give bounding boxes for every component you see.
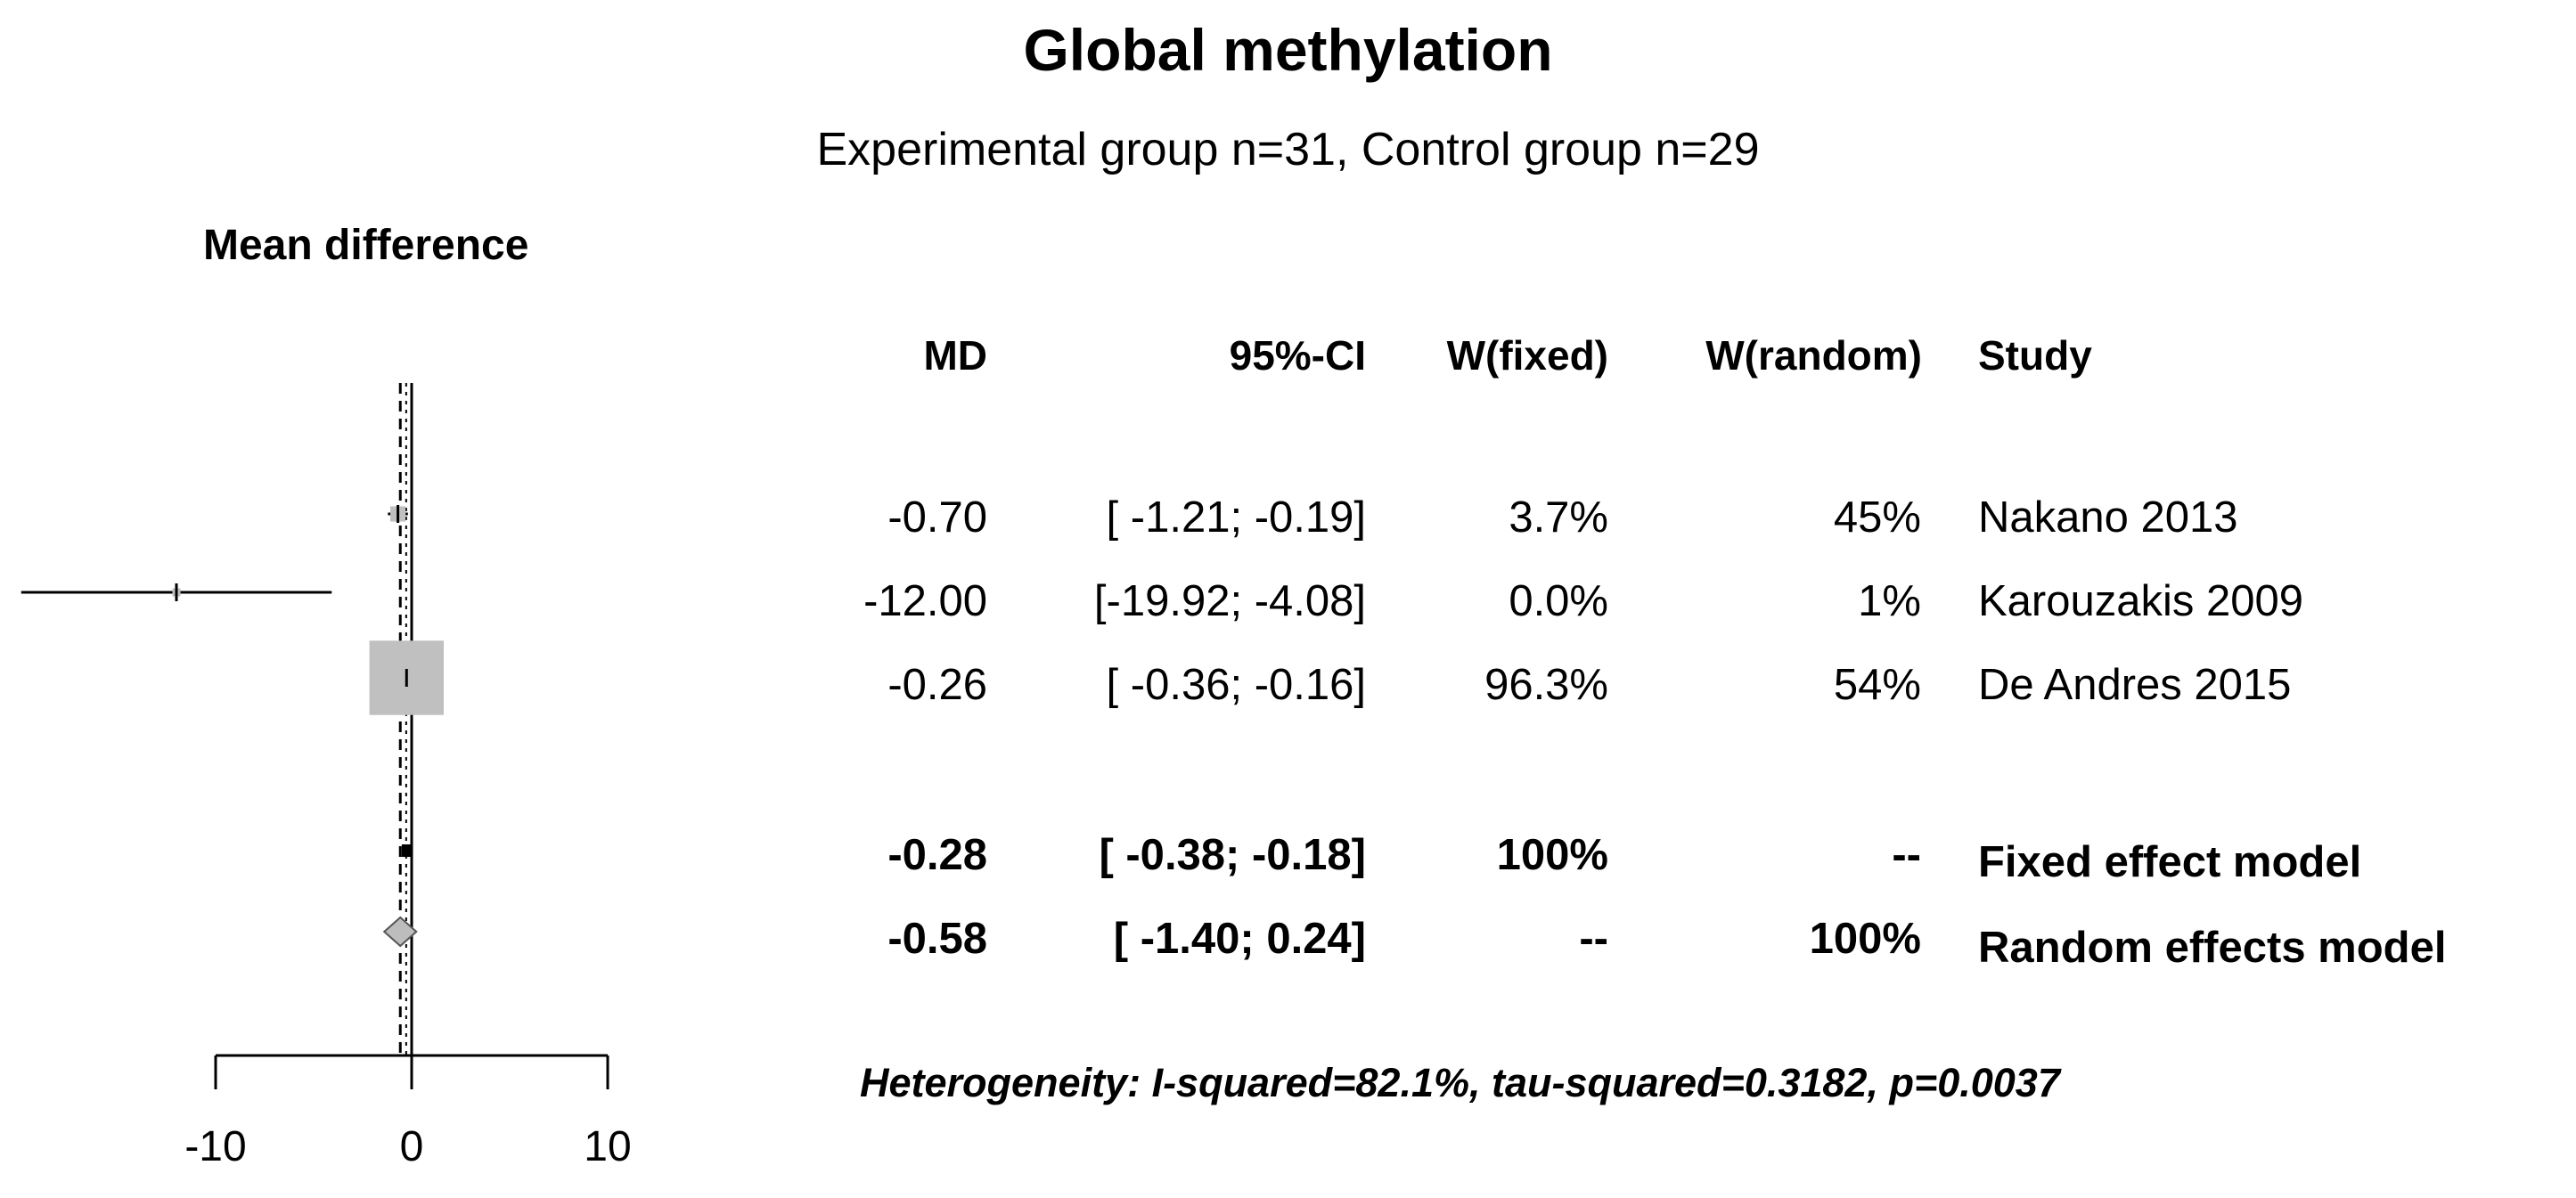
column-header-w-random: W(random) (1705, 332, 1922, 379)
x-tick-label: 10 (584, 1123, 631, 1170)
study-ci: [ -1.21; -0.19] (1106, 493, 1366, 542)
summary-w-random: 100% (1809, 915, 1921, 963)
x-tick-label: 0 (400, 1123, 424, 1170)
study-w-random: 1% (1858, 577, 1921, 625)
chart-subtitle: Experimental group n=31, Control group n… (816, 124, 1760, 175)
column-header-study: Study (1978, 332, 2092, 379)
summary-name: Fixed effect model (1978, 838, 2362, 886)
study-w-fixed: 96.3% (1484, 661, 1608, 709)
study-w-random: 54% (1833, 661, 1921, 709)
fixed-effect-marker (401, 844, 411, 857)
chart-title: Global methylation (1023, 17, 1553, 83)
study-w-fixed: 3.7% (1509, 493, 1608, 542)
column-header-ci: 95%-CI (1229, 332, 1366, 379)
summary-ci: [ -1.40; 0.24] (1113, 915, 1366, 963)
study-name: Nakano 2013 (1978, 493, 2238, 542)
column-header-w-fixed: W(fixed) (1446, 332, 1608, 379)
summary-ci: [ -0.38; -0.18] (1099, 831, 1366, 879)
study-md: -0.26 (887, 661, 987, 709)
study-w-random: 45% (1833, 493, 1921, 542)
column-header-md: MD (923, 332, 987, 379)
x-tick-label: -10 (184, 1123, 246, 1170)
summary-md: -0.28 (887, 831, 987, 879)
study-w-fixed: 0.0% (1509, 577, 1608, 625)
summary-w-fixed: -- (1579, 915, 1608, 963)
random-effects-diamond (382, 916, 418, 948)
study-ci: [-19.92; -4.08] (1093, 577, 1366, 625)
study-ci: [ -0.36; -0.16] (1106, 661, 1366, 709)
study-md: -0.70 (887, 493, 987, 542)
study-name: Karouzakis 2009 (1978, 577, 2304, 625)
summary-md: -0.58 (887, 915, 987, 963)
summary-w-fixed: 100% (1496, 831, 1608, 879)
summary-name: Random effects model (1978, 924, 2447, 972)
axis-label-mean-difference: Mean difference (203, 222, 529, 269)
study-md: -12.00 (863, 577, 987, 625)
heterogeneity-text: Heterogeneity: I-squared=82.1%, tau-squa… (860, 1060, 2060, 1105)
summary-w-random: -- (1892, 831, 1921, 879)
study-name: De Andres 2015 (1978, 661, 2292, 709)
